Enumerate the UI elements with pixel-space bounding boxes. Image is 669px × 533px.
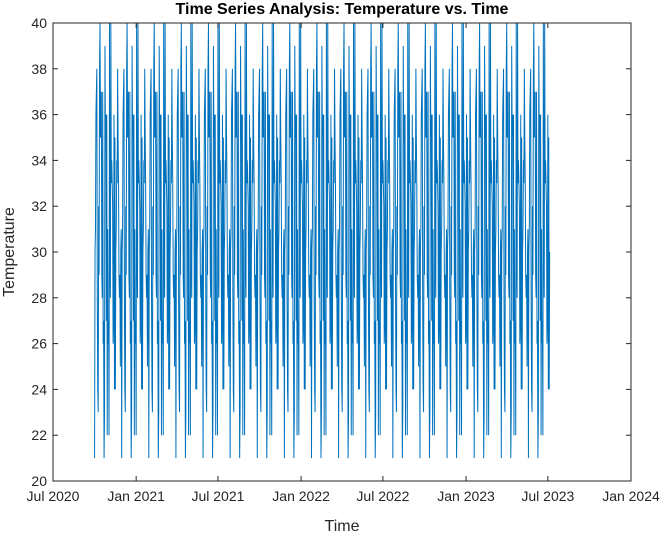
y-tick-label: 36 xyxy=(31,107,47,123)
x-tick-label: Jan 2024 xyxy=(602,488,660,504)
y-tick-label: 24 xyxy=(31,381,47,397)
x-tick-label: Jan 2022 xyxy=(272,488,330,504)
data-series xyxy=(94,22,551,459)
y-tick-label: 34 xyxy=(31,152,47,168)
y-tick-label: 22 xyxy=(31,427,47,443)
y-axis-label: Temperature xyxy=(1,207,18,297)
x-tick-label: Jul 2022 xyxy=(356,488,409,504)
chart-title: Time Series Analysis: Temperature vs. Ti… xyxy=(176,1,509,18)
x-axis: Jul 2020 Jan 2021 Jul 2021 Jan 2022 Jul 2022… xyxy=(27,23,660,504)
y-tick-label: 40 xyxy=(31,15,47,31)
y-tick-label: 32 xyxy=(31,198,47,214)
y-tick-label: 26 xyxy=(31,336,47,352)
y-tick-label: 38 xyxy=(31,61,47,77)
x-axis-label: Time xyxy=(325,518,360,533)
x-tick-label: Jul 2020 xyxy=(27,488,80,504)
y-tick-label: 30 xyxy=(31,244,47,260)
y-axis: 20 22 24 26 28 30 32 34 36 38 40 xyxy=(31,15,631,489)
x-tick-label: Jul 2021 xyxy=(191,488,244,504)
x-tick-label: Jan 2023 xyxy=(437,488,495,504)
x-tick-label: Jul 2023 xyxy=(521,488,574,504)
x-tick-label: Jan 2021 xyxy=(107,488,165,504)
y-tick-label: 28 xyxy=(31,290,47,306)
y-tick-label: 20 xyxy=(31,473,47,489)
temperature-series-line xyxy=(94,22,551,459)
